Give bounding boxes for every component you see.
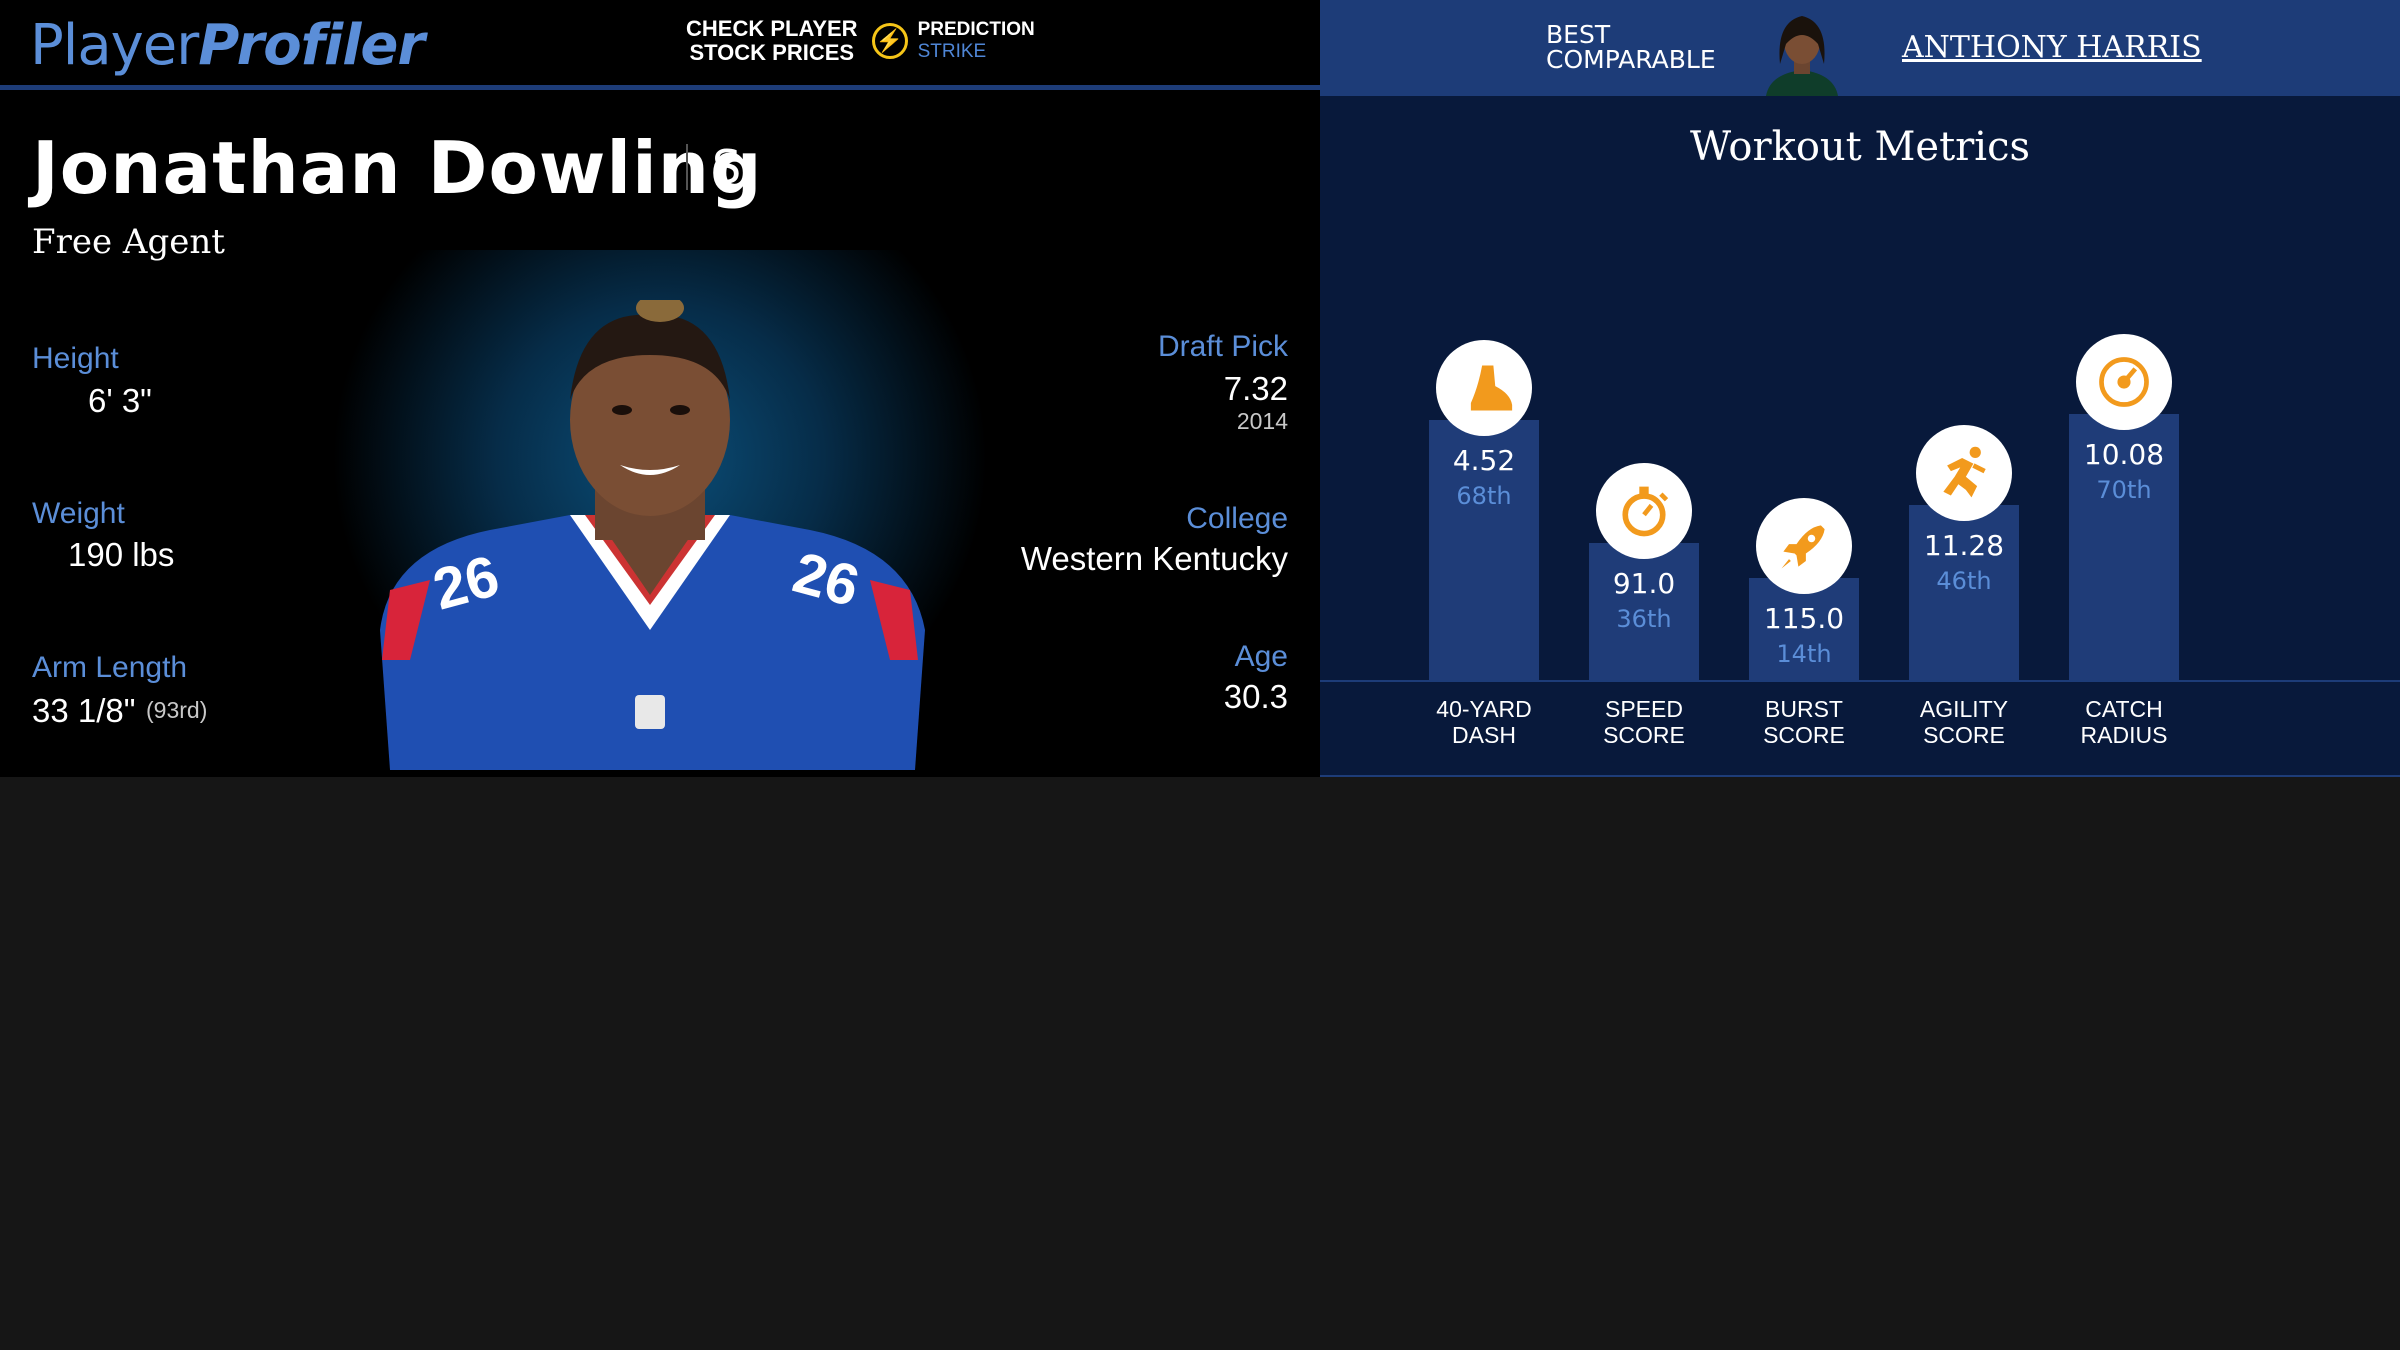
chart-baseline bbox=[1320, 680, 2400, 682]
college-value: Western Kentucky bbox=[1020, 540, 1288, 577]
player-panel: PlayerProfiler CHECK PLAYER STOCK PRICES… bbox=[0, 0, 1320, 777]
metric-percentile: 70th bbox=[2096, 476, 2152, 504]
metric-percentile: 68th bbox=[1456, 482, 1512, 510]
player-name: Jonathan Dowling bbox=[32, 126, 763, 210]
height-value: 6' 3" bbox=[88, 382, 152, 419]
comparable-avatar[interactable] bbox=[1756, 4, 1848, 96]
weight-label: Weight bbox=[32, 497, 125, 530]
arm-length-value: 33 1/8" bbox=[32, 692, 136, 729]
workout-metrics-title: Workout Metrics bbox=[1689, 124, 2031, 170]
draft-pick-value: 7.32 bbox=[1223, 370, 1288, 407]
metric-label: BURST SCORE bbox=[1763, 696, 1845, 748]
draft-pick-label: Draft Pick bbox=[1157, 330, 1288, 363]
rocket-icon bbox=[1756, 498, 1852, 594]
metric-value: 11.28 bbox=[1923, 529, 2005, 562]
metric-value: 115.0 bbox=[1763, 602, 1845, 635]
player-team: Free Agent bbox=[32, 222, 225, 262]
shoe-icon bbox=[1436, 340, 1532, 436]
best-comparable-label: BEST COMPARABLE bbox=[1546, 20, 1716, 74]
player-photo: 26 26 bbox=[380, 300, 925, 770]
top-bar: PlayerProfiler CHECK PLAYER STOCK PRICES… bbox=[0, 0, 1320, 90]
weight-value: 190 lbs bbox=[68, 536, 175, 573]
comparable-player-link[interactable]: ANTHONY HARRIS bbox=[1902, 30, 2202, 65]
draft-year: 2014 bbox=[1236, 408, 1288, 434]
target-icon bbox=[2076, 334, 2172, 430]
metric-bar bbox=[1749, 578, 1859, 680]
stopwatch-icon bbox=[1596, 463, 1692, 559]
bolt-icon: ⚡ bbox=[871, 23, 908, 59]
metric-percentile: 46th bbox=[1936, 567, 1992, 595]
workout-panel: BEST COMPARABLE ANTHONY HARRIS Workout M… bbox=[1320, 0, 2400, 777]
runner-icon bbox=[1916, 425, 2012, 521]
metric-label: CATCH RADIUS bbox=[2080, 696, 2168, 748]
metric-label: AGILITY SCORE bbox=[1919, 696, 2009, 748]
metric-label: SPEED SCORE bbox=[1603, 696, 1685, 748]
best-comparable-bar: BEST COMPARABLE ANTHONY HARRIS bbox=[1320, 0, 2400, 96]
age-value: 30.3 bbox=[1223, 678, 1288, 715]
metric-value: 4.52 bbox=[1452, 444, 1516, 477]
divider bbox=[686, 144, 688, 190]
metric-value: 10.08 bbox=[2083, 438, 2165, 471]
metric-value: 91.0 bbox=[1612, 567, 1676, 600]
workout-metrics-chart: 4.52 68th 40-YARD DASH 91.0 36th SPEED SCORE 1… bbox=[1320, 0, 2400, 777]
metric-percentile: 14th bbox=[1776, 640, 1832, 668]
metric-bar bbox=[1589, 543, 1699, 680]
metric-bar bbox=[1429, 420, 1539, 680]
prediction-strike-promo[interactable]: CHECK PLAYER STOCK PRICES ⚡ PREDICTION S… bbox=[686, 16, 1035, 66]
site-logo[interactable]: PlayerProfiler bbox=[30, 13, 425, 78]
arm-length-percentile: (93rd) bbox=[146, 697, 208, 723]
metric-bar bbox=[2069, 414, 2179, 680]
metric-bar bbox=[1909, 505, 2019, 680]
promo-text: CHECK PLAYER STOCK PRICES bbox=[686, 16, 858, 65]
age-label: Age bbox=[1234, 640, 1288, 673]
height-label: Height bbox=[32, 342, 119, 375]
promo-brand: PREDICTION STRIKE bbox=[917, 19, 1035, 62]
metric-percentile: 36th bbox=[1616, 605, 1672, 633]
arm-length-label: Arm Length bbox=[32, 651, 188, 684]
college-label: College bbox=[1186, 502, 1288, 535]
metric-label: 40-YARD DASH bbox=[1436, 696, 1532, 748]
player-position: S bbox=[712, 140, 742, 194]
